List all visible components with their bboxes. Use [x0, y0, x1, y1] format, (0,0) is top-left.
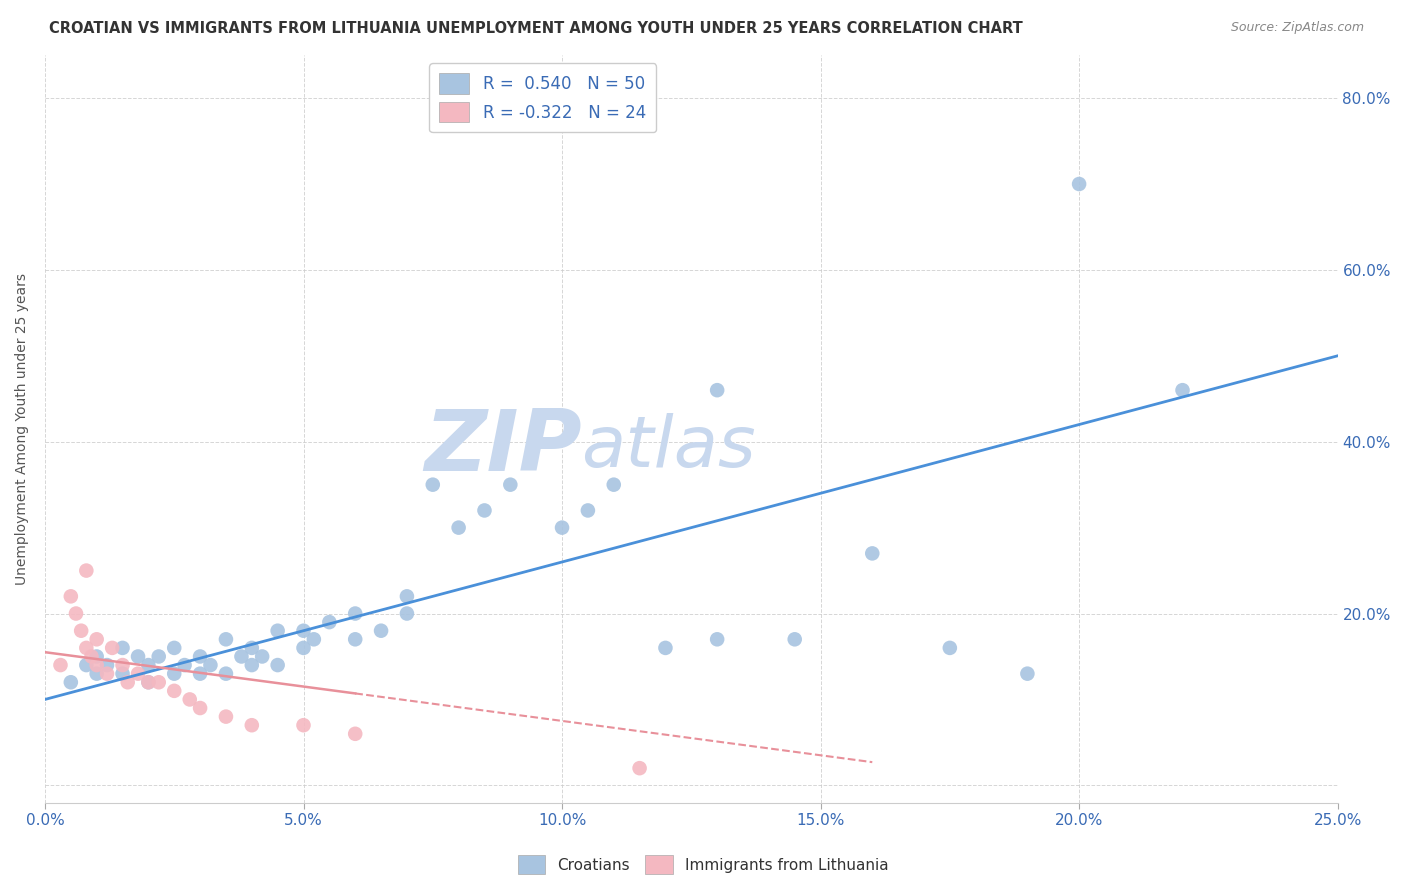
- Point: [75, 658, 97, 673]
- Point: [101, 640, 124, 655]
- Point: [179, 692, 201, 706]
- Point: [70, 624, 93, 638]
- Point: [447, 521, 470, 535]
- Point: [59, 590, 82, 604]
- Point: [127, 649, 149, 664]
- Point: [188, 701, 211, 715]
- Point: [117, 675, 139, 690]
- Point: [200, 658, 222, 673]
- Point: [188, 649, 211, 664]
- Point: [86, 632, 108, 647]
- Point: [654, 640, 676, 655]
- Point: [370, 624, 392, 638]
- Point: [49, 658, 72, 673]
- Point: [240, 640, 263, 655]
- Point: [111, 666, 134, 681]
- Point: [148, 649, 170, 664]
- Point: [292, 640, 315, 655]
- Text: Source: ZipAtlas.com: Source: ZipAtlas.com: [1230, 21, 1364, 34]
- Text: CROATIAN VS IMMIGRANTS FROM LITHUANIA UNEMPLOYMENT AMONG YOUTH UNDER 25 YEARS CO: CROATIAN VS IMMIGRANTS FROM LITHUANIA UN…: [49, 21, 1024, 36]
- Point: [163, 666, 186, 681]
- Point: [173, 658, 195, 673]
- Text: atlas: atlas: [582, 413, 756, 482]
- Point: [1069, 177, 1091, 191]
- Point: [86, 666, 108, 681]
- Point: [499, 477, 522, 491]
- Point: [344, 727, 367, 741]
- Point: [1017, 666, 1039, 681]
- Point: [628, 761, 651, 775]
- Point: [1171, 383, 1194, 397]
- Point: [138, 675, 160, 690]
- Point: [603, 477, 626, 491]
- Point: [75, 640, 97, 655]
- Legend: R =  0.540   N = 50, R = -0.322   N = 24: R = 0.540 N = 50, R = -0.322 N = 24: [429, 63, 657, 133]
- Legend: Croatians, Immigrants from Lithuania: Croatians, Immigrants from Lithuania: [512, 849, 894, 880]
- Point: [292, 624, 315, 638]
- Point: [240, 658, 263, 673]
- Point: [231, 649, 253, 664]
- Point: [395, 590, 418, 604]
- Point: [292, 718, 315, 732]
- Point: [138, 658, 160, 673]
- Point: [344, 632, 367, 647]
- Point: [939, 640, 962, 655]
- Point: [215, 666, 238, 681]
- Point: [188, 666, 211, 681]
- Point: [96, 658, 118, 673]
- Point: [65, 607, 87, 621]
- Point: [215, 709, 238, 723]
- Text: ZIP: ZIP: [423, 406, 582, 489]
- Point: [59, 675, 82, 690]
- Point: [266, 658, 288, 673]
- Point: [576, 503, 599, 517]
- Point: [783, 632, 806, 647]
- Point: [127, 666, 149, 681]
- Point: [138, 675, 160, 690]
- Point: [75, 564, 97, 578]
- Point: [706, 632, 728, 647]
- Point: [706, 383, 728, 397]
- Point: [860, 546, 883, 560]
- Point: [302, 632, 325, 647]
- Point: [111, 640, 134, 655]
- Point: [111, 658, 134, 673]
- Point: [318, 615, 340, 629]
- Point: [148, 675, 170, 690]
- Point: [422, 477, 444, 491]
- Point: [86, 658, 108, 673]
- Point: [215, 632, 238, 647]
- Point: [551, 521, 574, 535]
- Point: [80, 649, 103, 664]
- Point: [96, 666, 118, 681]
- Point: [395, 607, 418, 621]
- Point: [86, 649, 108, 664]
- Point: [474, 503, 496, 517]
- Point: [250, 649, 273, 664]
- Y-axis label: Unemployment Among Youth under 25 years: Unemployment Among Youth under 25 years: [15, 273, 30, 585]
- Point: [266, 624, 288, 638]
- Point: [163, 683, 186, 698]
- Point: [344, 607, 367, 621]
- Point: [163, 640, 186, 655]
- Point: [240, 718, 263, 732]
